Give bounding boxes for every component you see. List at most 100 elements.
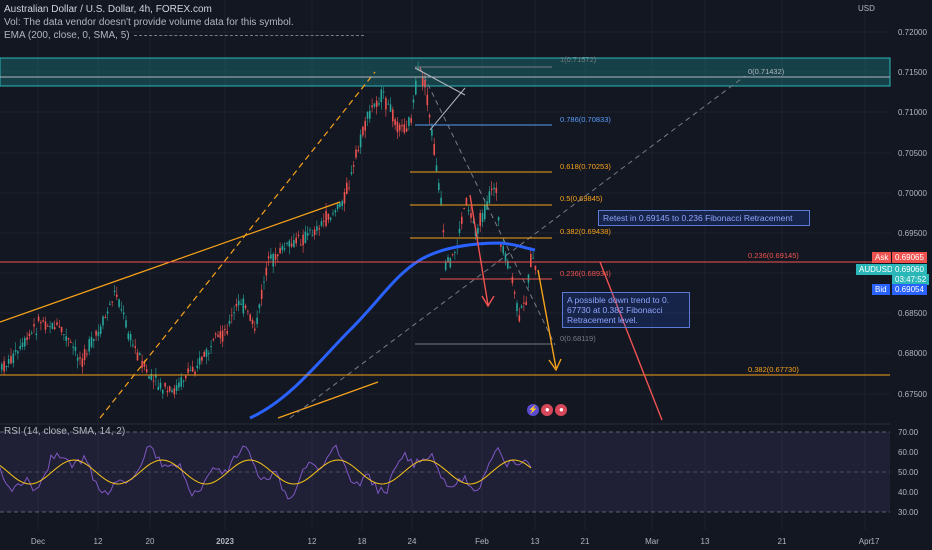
rsi-tick: 50.00 bbox=[898, 468, 919, 477]
rising-dashed-line[interactable] bbox=[289, 75, 746, 419]
ema-legend-rule bbox=[133, 34, 364, 36]
candle-body bbox=[477, 227, 479, 234]
time-tick: 21 bbox=[581, 537, 590, 546]
bid-price: 0.69054 bbox=[892, 284, 927, 295]
candle-body bbox=[375, 100, 378, 107]
ema-legend-label: EMA (200, close, 0, SMA, 5) bbox=[4, 30, 130, 41]
volume-note: Vol: The data vendor doesn't provide vol… bbox=[4, 17, 294, 28]
rsi-ma-line[interactable] bbox=[0, 459, 532, 485]
candle-body bbox=[210, 346, 212, 348]
rally-trendline[interactable] bbox=[99, 71, 376, 419]
candle-body bbox=[484, 204, 486, 220]
candle-body bbox=[189, 370, 192, 372]
ema-200-line[interactable] bbox=[249, 241, 536, 420]
price-tick: 0.67500 bbox=[898, 390, 927, 399]
candle-body bbox=[403, 124, 406, 133]
fib-label-786: 0.786(0.70833) bbox=[560, 115, 611, 124]
candle-body bbox=[14, 350, 17, 352]
candle-body bbox=[127, 333, 130, 340]
candle-body bbox=[76, 357, 79, 361]
candle-body bbox=[398, 124, 401, 131]
candle-body bbox=[152, 380, 155, 382]
candle-body bbox=[490, 188, 493, 191]
price-tick: 0.68000 bbox=[898, 349, 927, 358]
candle-body bbox=[277, 254, 279, 257]
time-tick: Apr bbox=[859, 537, 872, 546]
candle-body bbox=[348, 187, 350, 189]
candle-body bbox=[40, 322, 42, 324]
candle-body bbox=[479, 212, 481, 226]
candle-body bbox=[21, 342, 24, 347]
lower-channel-line[interactable] bbox=[277, 381, 379, 419]
flag-au-icon[interactable]: ● bbox=[555, 404, 568, 416]
candle-body bbox=[162, 389, 164, 394]
downtrend-annotation[interactable]: A possible down trend to 0. 67730 at 0.3… bbox=[562, 292, 690, 328]
candle-body bbox=[313, 229, 316, 236]
red-projection-arrow[interactable] bbox=[469, 194, 495, 308]
candle-body bbox=[90, 337, 93, 348]
rsi-axis[interactable]: 70.00 60.00 50.00 40.00 30.00 bbox=[898, 428, 919, 517]
candle-body bbox=[79, 357, 81, 359]
candle-body bbox=[28, 333, 31, 336]
event-icons[interactable]: ⚡ ● ● bbox=[527, 404, 568, 416]
candle-body bbox=[336, 204, 339, 209]
candle-body bbox=[26, 337, 28, 340]
candle-body bbox=[421, 77, 424, 86]
candle-body bbox=[132, 344, 134, 346]
candle-body bbox=[329, 217, 332, 220]
falling-dashed-line[interactable] bbox=[419, 67, 556, 346]
candle-body bbox=[233, 312, 235, 314]
time-tick: 13 bbox=[701, 537, 710, 546]
candle-body bbox=[208, 353, 210, 355]
candle-body bbox=[295, 237, 297, 244]
candle-body bbox=[205, 349, 208, 357]
price-axis[interactable]: 0.72000 0.71500 0.71000 0.70500 0.70000 0.695… bbox=[898, 28, 927, 399]
time-axis[interactable]: Dec 12 20 2023 12 18 24 Feb 13 21 Mar 13 21 Apr 17 bbox=[31, 537, 880, 546]
last-price: 0.69060 bbox=[892, 264, 927, 275]
flag-us-icon[interactable]: ● bbox=[541, 404, 554, 416]
candle-body bbox=[293, 240, 295, 248]
candle-body bbox=[359, 134, 362, 148]
candle-body bbox=[93, 338, 95, 341]
candle-body bbox=[95, 330, 97, 336]
time-tick: 12 bbox=[308, 537, 317, 546]
candle-body bbox=[320, 221, 323, 226]
symbol-tag[interactable]: AUDUSD bbox=[856, 264, 896, 275]
red-downtrend-line[interactable] bbox=[599, 261, 663, 421]
ema-legend[interactable]: EMA (200, close, 0, SMA, 5) bbox=[4, 30, 364, 41]
rsi-legend[interactable]: RSI (14, close, SMA, 14, 2) bbox=[4, 426, 126, 437]
rsi-tick: 40.00 bbox=[898, 488, 919, 497]
candle-body bbox=[35, 333, 38, 336]
candlesticks[interactable] bbox=[1, 61, 537, 400]
candle-body bbox=[122, 312, 125, 315]
candle-body bbox=[311, 235, 314, 237]
yellow-projection-arrow[interactable] bbox=[537, 269, 562, 372]
candle-body bbox=[488, 191, 491, 204]
retest-annotation[interactable]: Retest in 0.69145 to 0.236 Fibonacci Ret… bbox=[598, 210, 810, 226]
candle-body bbox=[44, 321, 47, 330]
fib-anchor-line[interactable] bbox=[414, 67, 466, 96]
candle-body bbox=[465, 197, 468, 206]
candle-body bbox=[180, 377, 182, 387]
candle-body bbox=[362, 126, 364, 136]
candle-body bbox=[111, 301, 113, 303]
resistance-zone[interactable] bbox=[0, 57, 891, 87]
candle-body bbox=[534, 265, 537, 271]
candle-body bbox=[104, 317, 107, 319]
fib-anchor-diagonal[interactable] bbox=[429, 87, 466, 131]
candle-body bbox=[47, 325, 49, 327]
candle-body bbox=[458, 228, 461, 233]
rsi-line[interactable] bbox=[0, 444, 532, 500]
candle-body bbox=[136, 352, 139, 361]
candle-body bbox=[260, 289, 263, 299]
candle-body bbox=[530, 254, 532, 268]
candle-body bbox=[74, 346, 77, 351]
candle-body bbox=[106, 311, 109, 314]
candle-body bbox=[297, 234, 300, 236]
candle-body bbox=[382, 91, 385, 93]
candle-body bbox=[33, 324, 35, 327]
lightning-icon[interactable]: ⚡ bbox=[527, 404, 539, 416]
candle-body bbox=[520, 305, 523, 308]
candle-body bbox=[467, 210, 470, 212]
